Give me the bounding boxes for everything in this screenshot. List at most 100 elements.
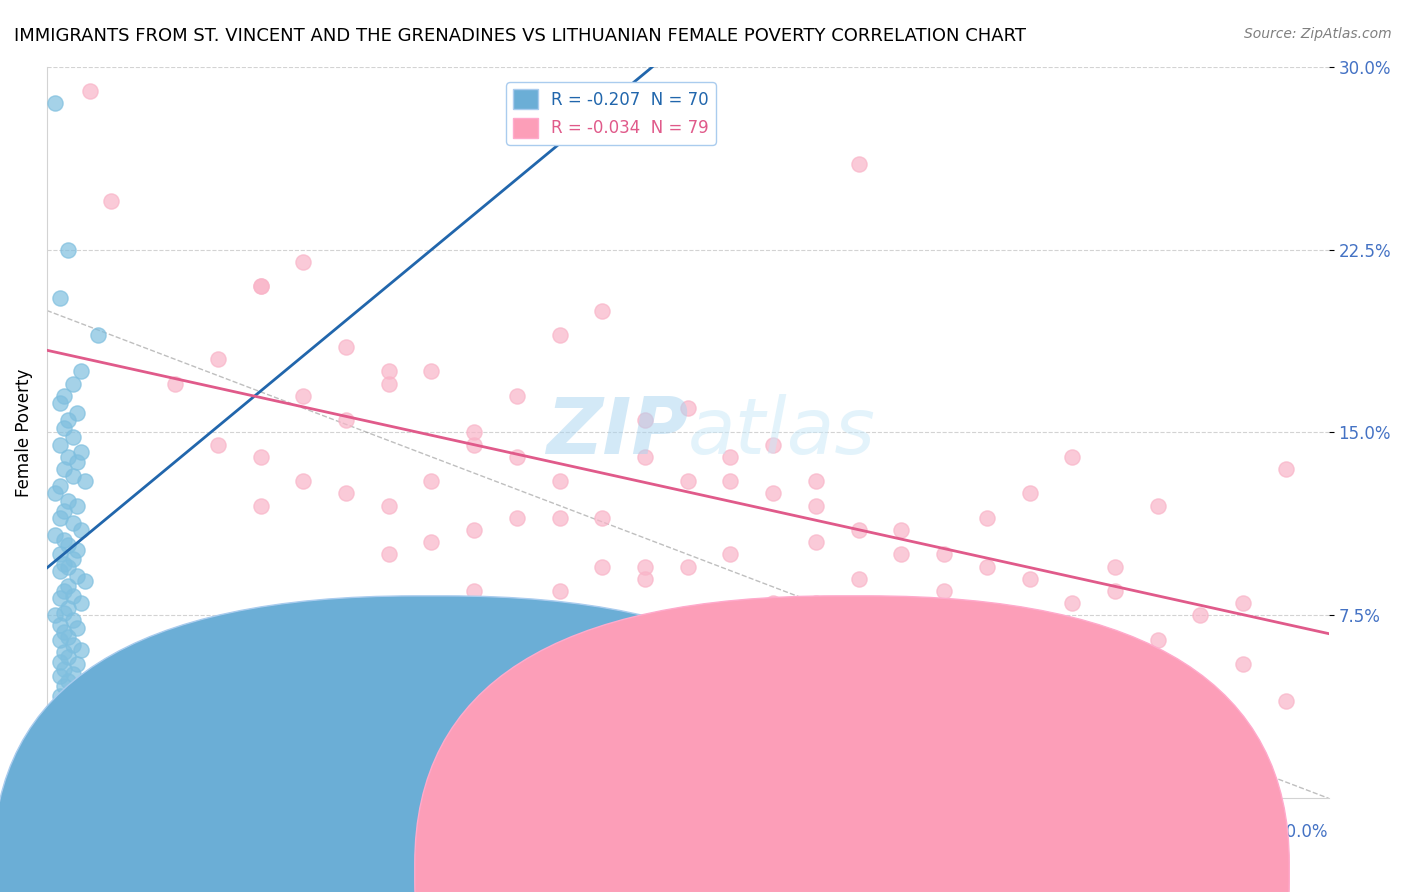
Point <box>420 364 443 378</box>
Point <box>70 642 93 657</box>
Point <box>335 340 357 354</box>
Point <box>53 625 76 640</box>
Point <box>591 559 613 574</box>
Text: IMMIGRANTS FROM ST. VINCENT AND THE GRENADINES VS LITHUANIAN FEMALE POVERTY CORR: IMMIGRANTS FROM ST. VINCENT AND THE GREN… <box>14 27 1026 45</box>
Point <box>70 596 93 610</box>
Point <box>634 413 657 427</box>
Point <box>48 632 70 647</box>
Point <box>48 396 70 410</box>
Point <box>548 475 571 489</box>
Point <box>53 557 76 571</box>
Point <box>591 511 613 525</box>
Text: Source: ZipAtlas.com: Source: ZipAtlas.com <box>1244 27 1392 41</box>
Point <box>890 523 912 537</box>
Point <box>48 548 70 562</box>
Point <box>720 475 742 489</box>
Point <box>66 681 89 696</box>
Point <box>58 450 80 464</box>
Point <box>1062 596 1084 610</box>
Point <box>720 621 742 635</box>
Point <box>676 401 699 415</box>
Point <box>66 455 89 469</box>
Point <box>48 706 70 720</box>
Point <box>420 535 443 549</box>
Point <box>1146 632 1168 647</box>
Point <box>62 430 84 444</box>
Point <box>848 157 870 171</box>
Point <box>62 686 84 700</box>
Point <box>207 437 229 451</box>
Text: Immigrants from St. Vincent and the Grenadines: Immigrants from St. Vincent and the Gren… <box>349 857 720 872</box>
Point <box>676 559 699 574</box>
Point <box>463 523 485 537</box>
Legend: R = -0.207  N = 70, R = -0.034  N = 79: R = -0.207 N = 70, R = -0.034 N = 79 <box>506 82 716 145</box>
Point <box>53 584 76 599</box>
Point <box>48 437 70 451</box>
Point <box>249 279 271 293</box>
Point <box>249 450 271 464</box>
Point <box>66 621 89 635</box>
Point <box>976 559 998 574</box>
Point <box>762 486 785 500</box>
Point <box>804 475 827 489</box>
Point <box>53 462 76 476</box>
Point <box>548 584 571 599</box>
Point <box>53 645 76 659</box>
Point <box>976 511 998 525</box>
Point <box>1232 596 1254 610</box>
Point <box>976 621 998 635</box>
Text: 0.0%: 0.0% <box>46 823 89 841</box>
Point <box>548 327 571 342</box>
Point <box>463 425 485 440</box>
Point <box>70 523 93 537</box>
Point <box>506 511 529 525</box>
Point <box>44 96 66 111</box>
Point <box>932 584 955 599</box>
Point <box>48 291 70 305</box>
Point <box>53 533 76 547</box>
Point <box>1232 657 1254 672</box>
Point <box>720 450 742 464</box>
Point <box>70 445 93 459</box>
Point <box>58 649 80 664</box>
Point <box>1018 486 1040 500</box>
Point <box>58 674 80 689</box>
Point <box>591 303 613 318</box>
Point <box>58 413 80 427</box>
Point <box>1275 694 1298 708</box>
Point <box>53 420 76 434</box>
Point <box>804 535 827 549</box>
Point <box>249 279 271 293</box>
Text: atlas: atlas <box>688 394 876 470</box>
Point <box>58 601 80 615</box>
Point <box>70 364 93 378</box>
Point <box>292 254 315 268</box>
Point <box>1018 572 1040 586</box>
Point <box>48 511 70 525</box>
Point <box>335 608 357 623</box>
Point <box>548 511 571 525</box>
Point <box>58 694 80 708</box>
Point <box>762 596 785 610</box>
Y-axis label: Female Poverty: Female Poverty <box>15 368 32 497</box>
Point <box>62 589 84 603</box>
Point <box>1104 559 1126 574</box>
Point <box>932 548 955 562</box>
Point <box>62 516 84 530</box>
Point <box>75 574 97 589</box>
Point <box>66 406 89 420</box>
Point <box>44 608 66 623</box>
Point <box>66 657 89 672</box>
Point <box>377 376 399 391</box>
Point <box>62 552 84 566</box>
Point <box>53 679 76 693</box>
Point <box>62 376 84 391</box>
Point <box>62 638 84 652</box>
Point <box>634 572 657 586</box>
Point <box>890 548 912 562</box>
Point <box>48 618 70 632</box>
Point <box>75 475 97 489</box>
Point <box>848 523 870 537</box>
Point <box>463 584 485 599</box>
Point <box>463 437 485 451</box>
